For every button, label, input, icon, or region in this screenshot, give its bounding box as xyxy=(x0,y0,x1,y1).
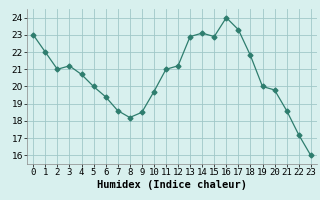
X-axis label: Humidex (Indice chaleur): Humidex (Indice chaleur) xyxy=(97,180,247,190)
